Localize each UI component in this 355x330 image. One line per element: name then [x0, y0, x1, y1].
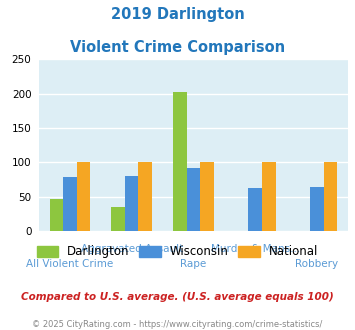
Text: Murder & Mans...: Murder & Mans... — [211, 244, 300, 254]
Text: Aggravated Assault: Aggravated Assault — [81, 244, 183, 254]
Bar — [138, 162, 152, 231]
Bar — [262, 162, 275, 231]
Text: Rape: Rape — [180, 259, 207, 269]
Bar — [248, 188, 262, 231]
Bar — [187, 168, 200, 231]
Text: Violent Crime Comparison: Violent Crime Comparison — [70, 40, 285, 54]
Text: 2019 Darlington: 2019 Darlington — [111, 7, 244, 21]
Legend: Darlington, Wisconsin, National: Darlington, Wisconsin, National — [32, 241, 323, 263]
Bar — [125, 176, 138, 231]
Bar — [324, 162, 337, 231]
Bar — [77, 162, 90, 231]
Bar — [111, 207, 125, 231]
Bar — [50, 199, 63, 231]
Bar — [173, 92, 187, 231]
Text: Compared to U.S. average. (U.S. average equals 100): Compared to U.S. average. (U.S. average … — [21, 292, 334, 302]
Text: All Violent Crime: All Violent Crime — [26, 259, 114, 269]
Bar — [310, 187, 324, 231]
Bar — [200, 162, 214, 231]
Text: Robbery: Robbery — [295, 259, 339, 269]
Bar — [63, 178, 77, 231]
Text: © 2025 CityRating.com - https://www.cityrating.com/crime-statistics/: © 2025 CityRating.com - https://www.city… — [32, 320, 323, 329]
